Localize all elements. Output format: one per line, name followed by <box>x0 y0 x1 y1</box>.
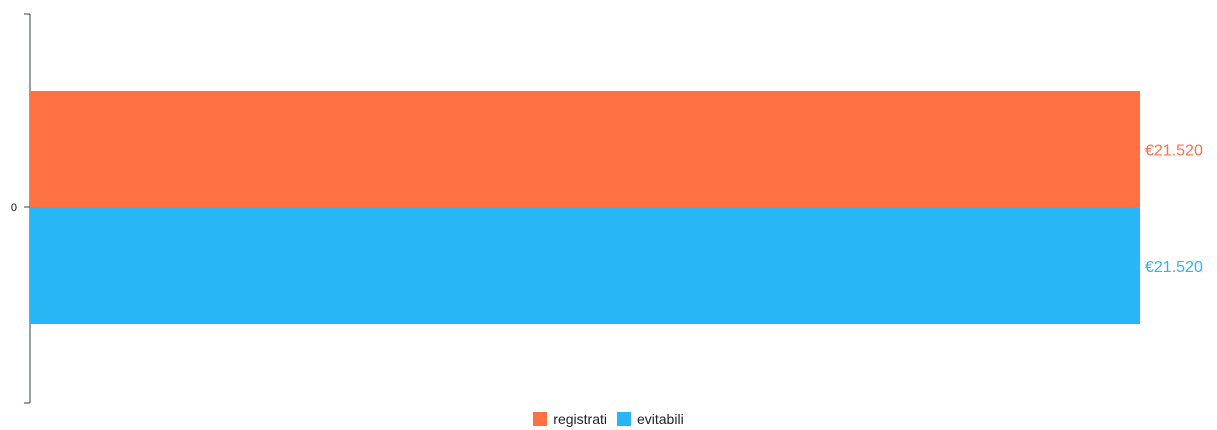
legend-label-evitabili: evitabili <box>636 411 684 427</box>
legend-swatch-evitabili <box>616 412 631 426</box>
legend-label-registrati: registrati <box>553 411 607 427</box>
legend: registrati evitabili <box>0 411 1217 427</box>
y-tick-label: 0 <box>11 202 17 214</box>
data-label-evitabili: €21.520 <box>1145 259 1203 276</box>
bars-layer: €21.520 €21.520 <box>30 91 1203 324</box>
data-label-registrati: €21.520 <box>1145 142 1203 159</box>
bar-evitabili[interactable] <box>30 207 1140 325</box>
bar-registrati[interactable] <box>30 91 1140 208</box>
legend-item-evitabili[interactable]: evitabili <box>616 411 684 427</box>
legend-item-registrati[interactable]: registrati <box>533 411 607 427</box>
legend-swatch-registrati <box>533 412 548 426</box>
